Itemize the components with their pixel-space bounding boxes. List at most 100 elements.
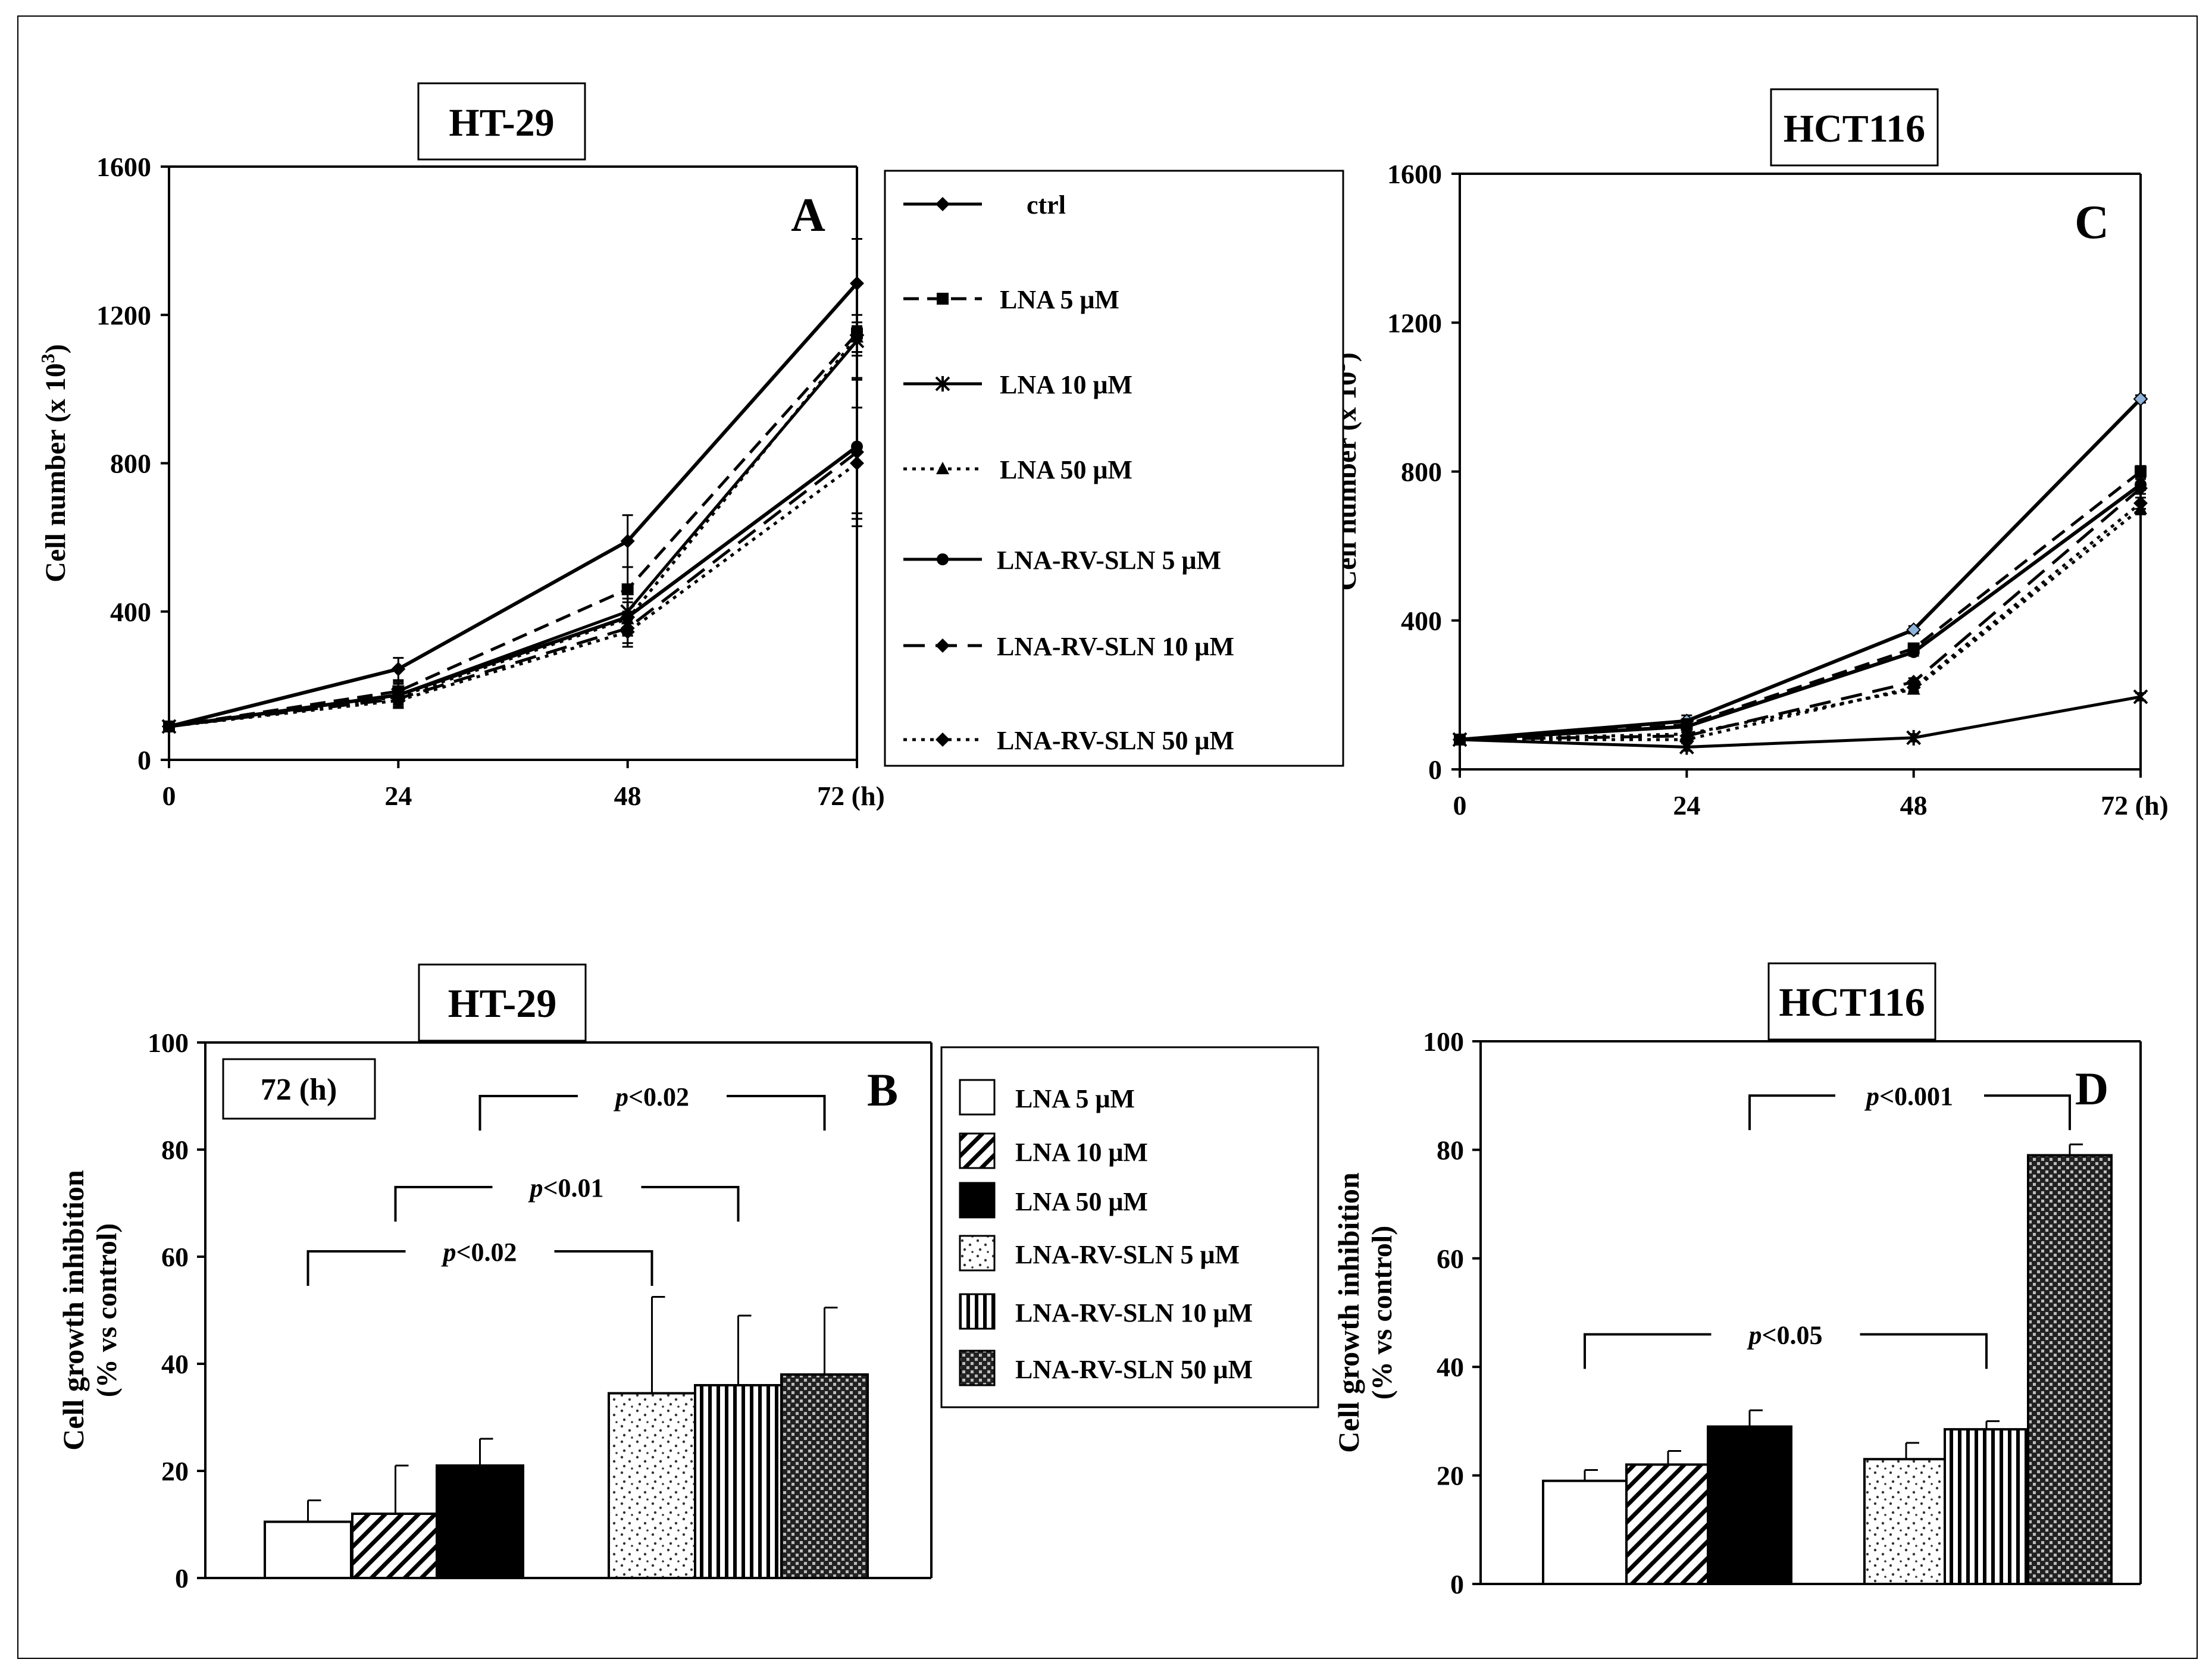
significance-bracket: p<0.001 [1748, 1082, 2071, 1131]
p-value-label: p<0.05 [1746, 1320, 1822, 1350]
legend-marker [936, 732, 950, 747]
panel-d-bar-chart: 0 20 40 60 80 100 Cell growth inhibition (% vs … [1332, 962, 2142, 1599]
bar-lna-10-um [1625, 1463, 1711, 1586]
series-lna-rv-sln-10-um [1453, 481, 2148, 747]
y-axis-label-2: (% vs control) [91, 1223, 123, 1397]
inset-label-box [222, 1058, 376, 1120]
series-ctrl [1453, 392, 2148, 747]
legend-swatch [959, 1235, 996, 1272]
bar-lna-rv-sln-50-um [2027, 1154, 2113, 1585]
legend-label: LNA 5 μM [1015, 1084, 1135, 1113]
series-lna-10-um [1452, 689, 2148, 755]
legend-label: LNA-RV-SLN 5 μM [997, 546, 1221, 575]
panel-letter: B [867, 1064, 898, 1116]
legend-item-lna-5-um: LNA 5 μM [959, 1079, 1135, 1116]
y-tick-label: 0 [175, 1563, 189, 1593]
series-line [1459, 470, 2142, 741]
data-point [850, 330, 863, 343]
legend-item-lna-50-um: LNA 50 μM [959, 1182, 1148, 1219]
x-tick-label: 48 [1900, 790, 1928, 821]
y-tick-label: 80 [1437, 1135, 1464, 1165]
y-axis-label: Cell growth inhibition [1332, 1172, 1365, 1453]
bracket-line [1584, 1333, 1988, 1369]
figure-border [17, 15, 2198, 1659]
x-tick-label: 72 (h) [2101, 790, 2169, 821]
legend-item-lna-rv-sln-10-um: LNA-RV-SLN 10 μM [903, 632, 1234, 661]
legend-label: LNA 50 μM [1000, 455, 1132, 484]
legend-label: LNA 5 μM [1000, 285, 1119, 314]
series-line [1459, 483, 2142, 741]
series-lna-rv-sln-50-um [162, 406, 864, 734]
legend-label: ctrl [1027, 190, 1066, 220]
data-point [2133, 496, 2148, 511]
series-lna-50-um [162, 321, 863, 732]
chart-title: HCT116 [1779, 979, 1925, 1025]
bracket-line [1748, 1094, 2071, 1131]
series-lna-rv-sln-50-um [1453, 496, 2148, 747]
bracket-line [306, 1250, 653, 1286]
series-lna-5-um [1454, 465, 2147, 746]
series-line [1460, 502, 2142, 741]
legend-label: LNA 50 μM [1015, 1187, 1148, 1216]
legend-item-ctrl: ctrl [903, 190, 1066, 220]
y-tick-label: 400 [1401, 606, 1442, 636]
bar-lna-50-um [1707, 1425, 1792, 1586]
data-point [850, 276, 864, 291]
data-point-highlight [1906, 622, 1922, 637]
legend-swatch [959, 1350, 996, 1386]
y-tick-label: 1200 [96, 300, 151, 330]
p-value-label: p<0.01 [527, 1173, 603, 1203]
data-point [620, 534, 635, 549]
y-tick-label: 20 [1437, 1461, 1464, 1491]
legend-marker [935, 376, 950, 392]
chart-title: HCT116 [1784, 107, 1925, 151]
x-tick-label: 0 [162, 781, 176, 811]
bar-lna-rv-sln-10-um [1944, 1428, 2029, 1586]
y-axis-label: Cell growth inhibition [57, 1170, 90, 1451]
bar-lna-rv-sln-50-um [780, 1373, 869, 1579]
line-chart-legend: ctrl LNA 5 μM LNA 10 μM LNA 50 μM LNA-RV-SLN… [884, 170, 1344, 767]
bar-lna-10-um [351, 1513, 440, 1579]
legend-box [940, 1046, 1319, 1408]
series-lna-rv-sln-10-um [162, 377, 864, 734]
data-point [1906, 730, 1922, 746]
data-point [2133, 689, 2148, 705]
series-lna-rv-sln-5-um [163, 378, 863, 732]
legend-label: LNA 10 μM [1015, 1138, 1148, 1167]
legend-swatch [959, 1182, 996, 1219]
p-value-label: p<0.02 [613, 1082, 689, 1112]
series-line [168, 450, 858, 728]
y-tick-label: 1600 [96, 152, 151, 182]
legend-item-lna-rv-sln-50-um: LNA-RV-SLN 50 μM [959, 1350, 1253, 1386]
series-lna-10-um [161, 325, 865, 734]
p-value-label: p<0.001 [1864, 1082, 1953, 1111]
data-point [1906, 680, 1921, 695]
y-tick-label: 40 [161, 1349, 189, 1379]
data-point [391, 662, 406, 677]
x-tick-label: 72 (h) [817, 781, 885, 811]
x-tick-label: 48 [614, 781, 642, 811]
series-line [1459, 508, 2142, 741]
data-point [1907, 646, 1920, 658]
y-tick-label: 0 [1428, 754, 1442, 785]
panel-letter: D [2075, 1063, 2108, 1114]
series-line [1459, 397, 2142, 741]
legend-marker [937, 553, 949, 565]
series-lna-rv-sln-5-um [1454, 478, 2147, 746]
data-point [162, 719, 176, 734]
data-point-highlight [2133, 392, 2148, 406]
y-tick-label: 0 [1450, 1569, 1464, 1599]
legend-box [884, 170, 1344, 767]
data-point [391, 693, 406, 708]
legend-swatch [959, 1132, 996, 1169]
y-tick-label: 800 [110, 449, 151, 479]
legend-label: LNA-RV-SLN 10 μM [1015, 1298, 1253, 1328]
data-point [620, 625, 635, 640]
series-line [168, 336, 858, 728]
bar-lna-5-um [264, 1520, 352, 1579]
legend-item-lna-rv-sln-50-um: LNA-RV-SLN 50 μM [903, 726, 1234, 755]
y-tick-label: 1200 [1387, 308, 1442, 338]
chart-title-box [417, 82, 586, 161]
data-point [2135, 465, 2147, 478]
